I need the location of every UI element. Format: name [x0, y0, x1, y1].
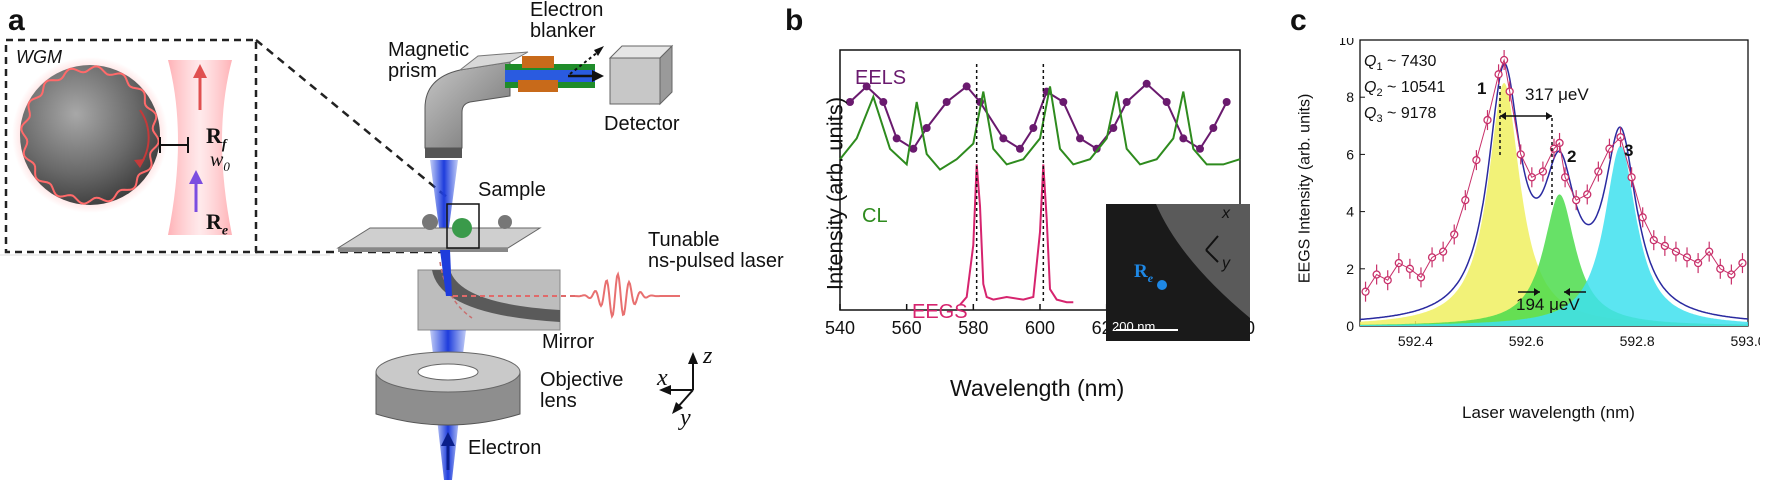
c-peak-fill-2 — [1360, 194, 1748, 326]
b-eels-point-4 — [909, 144, 918, 153]
b-eels-point-15 — [1092, 144, 1101, 153]
b-eels-point-17 — [1122, 98, 1131, 106]
c-data-line — [1365, 58, 1743, 292]
b-eels-point-6 — [942, 98, 951, 106]
b-eels-point-19 — [1162, 98, 1171, 106]
c-y-tick-label-0: 0 — [1346, 318, 1354, 334]
re-label: Re — [206, 209, 229, 239]
b-eels-point-9 — [999, 134, 1008, 143]
panel-c-annotations — [1499, 86, 1586, 296]
detector-cube — [609, 57, 661, 105]
b-series-eegs — [959, 164, 1074, 306]
b-eels-point-0 — [846, 98, 854, 106]
objective-lens-label: Objective lens — [540, 369, 624, 412]
peak-label-3: 3 — [1624, 141, 1634, 160]
inset-x-label: x — [1222, 205, 1230, 222]
b-eels-point-2 — [879, 98, 888, 106]
c-peak-fill-3 — [1360, 145, 1748, 326]
b-eels-point-7 — [962, 82, 971, 91]
panel-c-chart: 592.4 592.6 592.8 593.0 0 2 4 6 8 10 — [1340, 38, 1760, 349]
panel-letter-b: b — [785, 4, 804, 37]
panel-letter-a: a — [8, 4, 25, 37]
peak-label-2: 2 — [1567, 147, 1577, 166]
b-x-tick-label-0: 540 — [825, 318, 855, 338]
panel-b-series — [839, 64, 1241, 306]
b-eels-point-21 — [1196, 144, 1204, 153]
b-eels-point-5 — [922, 124, 931, 132]
b-eels-point-20 — [1179, 134, 1188, 143]
b-x-tick-label-2: 580 — [958, 318, 988, 338]
electron-blanker-label: Electron blanker — [530, 0, 604, 42]
tunable-laser-label: Tunable ns-pulsed laser — [648, 229, 784, 272]
q1-label: Q1 ~ 7430 — [1364, 53, 1437, 74]
magnetic-prism — [424, 61, 511, 149]
width-194-label: 194 μeV — [1516, 295, 1580, 314]
axis-z-label: z — [703, 343, 713, 369]
magnetic-prism-label: Magnetic prism — [388, 39, 470, 82]
panel-c-xlabel: Laser wavelength (nm) — [1462, 403, 1635, 422]
panel-a-schematic — [0, 38, 698, 480]
microsphere — [20, 65, 160, 205]
c-x-tick-label-2: 592.8 — [1620, 333, 1655, 349]
wgm-label: WGM — [16, 47, 62, 67]
b-eels-point-23 — [1222, 98, 1231, 106]
q2-label: Q2 ~ 10541 — [1364, 79, 1446, 100]
panel-b-ylabel: Intensity (arb. units) — [822, 96, 848, 291]
c-y-tick-label-3: 6 — [1346, 146, 1354, 162]
c-y-tick-label-2: 4 — [1346, 204, 1354, 220]
sample-label: Sample — [478, 179, 546, 201]
electron-label: Electron — [468, 437, 542, 459]
panel-letter-c: c — [1290, 4, 1307, 37]
c-y-tick-label-1: 2 — [1346, 261, 1354, 277]
panel-b-chart: 540560580600620640660 — [825, 49, 1255, 341]
b-x-tick-label-1: 560 — [892, 318, 922, 338]
b-eels-point-13 — [1059, 98, 1068, 106]
c-x-tick-label-3: 593.0 — [1730, 333, 1760, 349]
b-eels-point-1 — [862, 82, 871, 91]
b-eels-point-18 — [1142, 79, 1151, 88]
detector-label: Detector — [604, 113, 680, 135]
sem-inset — [1106, 204, 1250, 341]
b-eels-point-10 — [1016, 144, 1024, 153]
c-x-tick-label-1: 592.6 — [1509, 333, 1544, 349]
c-x-tick-label-0: 592.4 — [1398, 333, 1433, 349]
axis-y-label: y — [680, 405, 691, 431]
panel-c-ylabel: EEGS Intensity (arb. units) — [1296, 93, 1314, 284]
rf-label: Rf — [206, 123, 227, 153]
inset-scale-label: 200 nm — [1112, 319, 1156, 334]
b-series-cl — [839, 86, 1241, 171]
b-eels-point-14 — [1076, 134, 1084, 143]
sample-plate — [336, 227, 542, 249]
w0-label: w0 — [210, 149, 230, 174]
b-eels-point-22 — [1209, 124, 1218, 132]
b-eels-point-16 — [1109, 124, 1118, 132]
panel-b-xlabel: Wavelength (nm) — [950, 375, 1125, 401]
b-eels-point-3 — [892, 134, 901, 143]
peak-label-1: 1 — [1477, 79, 1487, 98]
inset-y-label: y — [1222, 255, 1230, 272]
cl-label: CL — [862, 205, 888, 227]
b-x-tick-label-3: 600 — [1025, 318, 1055, 338]
panel-c-axes: 592.4 592.6 592.8 593.0 0 2 4 6 8 10 — [1340, 38, 1760, 349]
eels-label: EELS — [855, 67, 907, 89]
b-eels-point-11 — [1029, 124, 1038, 132]
eegs-label: EEGS — [912, 301, 968, 323]
panel-c-data — [1361, 50, 1747, 302]
mirror-label: Mirror — [542, 331, 595, 353]
c-y-tick-label-4: 8 — [1346, 89, 1354, 105]
spacing-317-label: 317 μeV — [1525, 85, 1589, 104]
inset-re-label: Re — [1134, 261, 1154, 285]
c-y-tick-label-5: 10 — [1340, 38, 1354, 48]
axis-x-label: x — [657, 365, 668, 391]
q3-label: Q3 ~ 9178 — [1364, 105, 1437, 126]
